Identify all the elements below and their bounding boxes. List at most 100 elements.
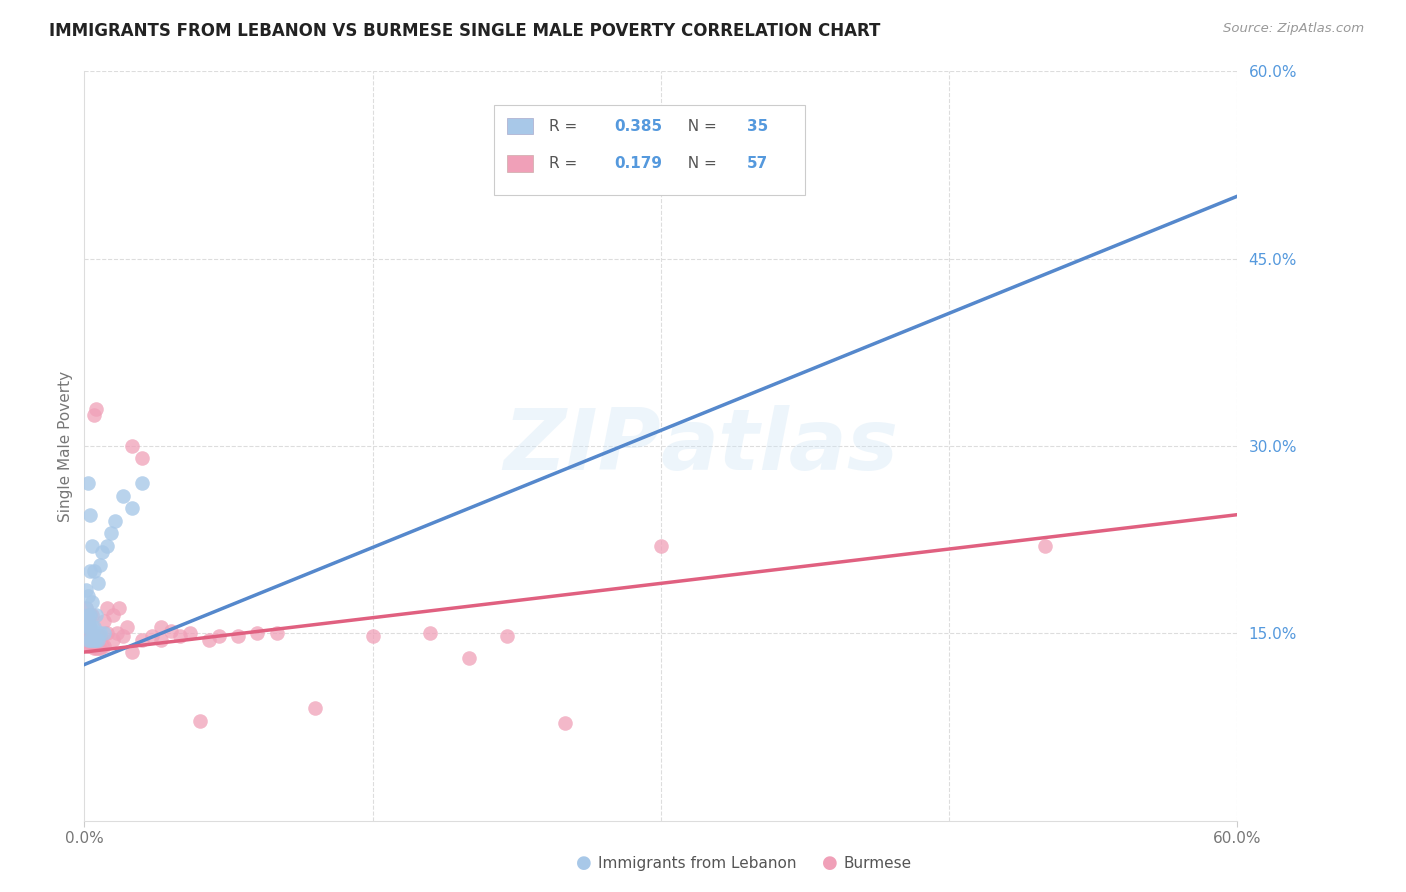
Point xyxy=(104,514,127,528)
Point xyxy=(77,632,100,647)
Point xyxy=(83,408,105,422)
Point xyxy=(111,629,134,643)
Point xyxy=(80,539,103,553)
Point xyxy=(198,632,221,647)
Point xyxy=(361,629,384,643)
Point xyxy=(79,639,101,653)
Point xyxy=(83,641,105,656)
Text: ZIP: ZIP xyxy=(503,404,661,488)
Point xyxy=(226,629,249,643)
Point xyxy=(79,620,101,634)
Point xyxy=(188,714,211,728)
Point xyxy=(111,489,134,503)
Point xyxy=(457,651,479,665)
Point xyxy=(77,589,100,603)
Point xyxy=(79,632,101,647)
Point xyxy=(80,639,103,653)
Point xyxy=(96,601,118,615)
Point xyxy=(77,620,100,634)
Point xyxy=(496,629,519,643)
Point xyxy=(650,539,672,553)
Point xyxy=(79,626,101,640)
Point xyxy=(131,451,153,466)
Point xyxy=(75,601,97,615)
Point xyxy=(77,639,100,653)
Text: ●: ● xyxy=(821,855,838,872)
Point xyxy=(75,614,97,628)
Point xyxy=(93,614,115,628)
Point xyxy=(87,629,110,643)
FancyBboxPatch shape xyxy=(508,118,533,135)
Point xyxy=(79,508,101,522)
Point xyxy=(93,639,115,653)
Point xyxy=(83,629,105,643)
Point xyxy=(108,601,131,615)
Point xyxy=(121,501,143,516)
Point xyxy=(160,624,183,638)
Text: 0.385: 0.385 xyxy=(614,119,662,134)
Point xyxy=(100,526,122,541)
Point xyxy=(150,620,173,634)
Point xyxy=(93,626,115,640)
Point xyxy=(208,629,231,643)
Point xyxy=(121,439,143,453)
Point xyxy=(131,476,153,491)
Point xyxy=(90,639,112,653)
Point xyxy=(121,645,143,659)
Point xyxy=(1033,539,1056,553)
Point xyxy=(554,716,576,731)
Text: N =: N = xyxy=(678,156,721,171)
Point xyxy=(84,401,107,416)
Point xyxy=(80,595,103,609)
Text: Burmese: Burmese xyxy=(844,856,911,871)
Point xyxy=(80,620,103,634)
Point xyxy=(79,607,101,622)
Text: Source: ZipAtlas.com: Source: ZipAtlas.com xyxy=(1223,22,1364,36)
Point xyxy=(96,626,118,640)
Text: R =: R = xyxy=(548,119,582,134)
Text: R =: R = xyxy=(548,156,582,171)
Point xyxy=(84,632,107,647)
Point xyxy=(246,626,269,640)
Text: IMMIGRANTS FROM LEBANON VS BURMESE SINGLE MALE POVERTY CORRELATION CHART: IMMIGRANTS FROM LEBANON VS BURMESE SINGL… xyxy=(49,22,880,40)
Point xyxy=(304,701,326,715)
Point xyxy=(75,620,97,634)
Point xyxy=(83,632,105,647)
Point xyxy=(150,632,173,647)
Text: atlas: atlas xyxy=(661,404,898,488)
Point xyxy=(115,620,138,634)
Text: 35: 35 xyxy=(748,119,769,134)
Text: Immigrants from Lebanon: Immigrants from Lebanon xyxy=(598,856,796,871)
Text: 0.179: 0.179 xyxy=(614,156,662,171)
Point xyxy=(79,564,101,578)
Point xyxy=(103,607,124,622)
Point xyxy=(103,632,124,647)
Point xyxy=(77,476,100,491)
Point xyxy=(80,607,103,622)
Point xyxy=(87,641,110,656)
Point xyxy=(131,632,153,647)
Point xyxy=(87,632,110,647)
Point xyxy=(77,607,100,622)
FancyBboxPatch shape xyxy=(494,105,806,195)
Point xyxy=(75,582,97,597)
Text: ●: ● xyxy=(575,855,592,872)
Text: N =: N = xyxy=(678,119,721,134)
Point xyxy=(75,632,97,647)
Point xyxy=(169,629,191,643)
Text: 57: 57 xyxy=(748,156,769,171)
Point xyxy=(80,632,103,647)
Point xyxy=(75,620,97,634)
Point xyxy=(89,626,111,640)
Point xyxy=(77,614,100,628)
Point xyxy=(83,564,105,578)
Point xyxy=(89,558,111,572)
Point xyxy=(77,626,100,640)
FancyBboxPatch shape xyxy=(508,155,533,172)
Point xyxy=(84,641,107,656)
Point xyxy=(179,626,201,640)
Point xyxy=(419,626,441,640)
Point xyxy=(141,629,163,643)
Point xyxy=(83,620,105,634)
Point xyxy=(87,576,110,591)
